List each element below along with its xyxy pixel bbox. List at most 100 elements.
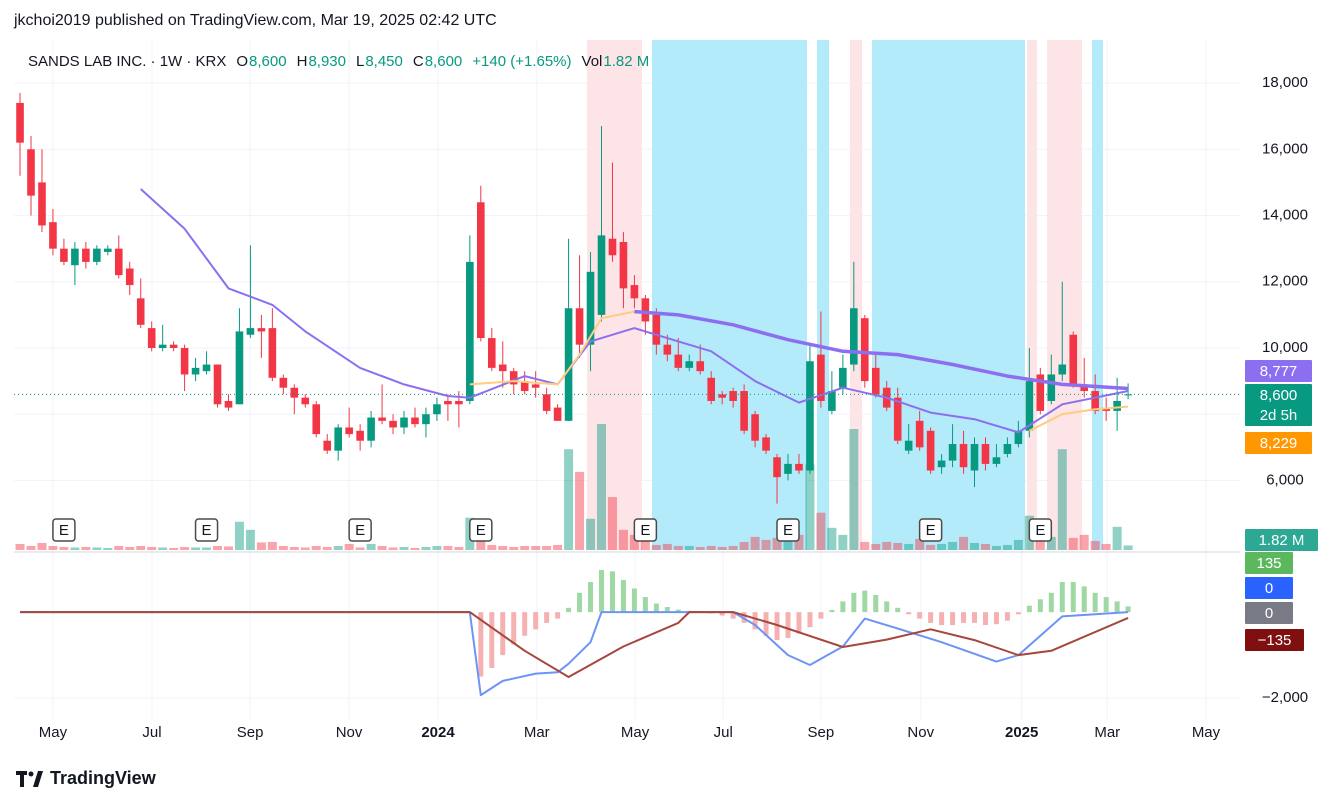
volume-bar <box>37 542 47 550</box>
candle-body <box>564 308 573 421</box>
volume-bar <box>388 547 398 550</box>
band <box>872 40 1025 550</box>
candle-body <box>784 463 792 474</box>
candle-body <box>1014 430 1023 445</box>
volume-bar <box>607 497 617 550</box>
volume-bar <box>267 541 277 550</box>
candle-body <box>455 400 463 405</box>
volume-bar <box>125 546 135 550</box>
histogram-bar <box>533 612 539 630</box>
candle-body <box>290 387 299 398</box>
candle-body <box>817 354 825 401</box>
histogram-bar <box>906 612 912 615</box>
candle-body <box>38 182 46 226</box>
earnings-label: E <box>59 522 69 539</box>
volume-bar <box>311 545 321 550</box>
macd-line <box>20 611 1129 697</box>
volume-bar <box>59 546 69 550</box>
volume-bar <box>739 541 749 550</box>
volume-bar <box>355 547 365 550</box>
volume-bar <box>377 545 387 550</box>
volume-bar <box>531 545 541 550</box>
volume-bar <box>629 534 639 550</box>
candle-body <box>992 457 1001 464</box>
band <box>1092 40 1103 550</box>
earnings-badge <box>776 518 800 542</box>
candle-body <box>575 308 584 345</box>
histogram-bar <box>1026 605 1032 613</box>
candle-body <box>334 427 342 451</box>
earnings-badge <box>1028 518 1053 542</box>
histogram-bar <box>917 612 923 619</box>
volume-bar <box>70 547 80 550</box>
price-label <box>1245 360 1312 382</box>
earnings-badge <box>52 518 76 542</box>
volume-bar <box>1046 536 1056 550</box>
x-tick-label: Jul <box>714 724 733 741</box>
x-tick-label: Nov <box>336 724 363 741</box>
volume-bar <box>180 546 190 550</box>
earnings-badge <box>633 518 658 542</box>
volume-bar <box>860 541 870 550</box>
volume-bar <box>1013 539 1023 550</box>
band <box>1047 40 1082 550</box>
histogram-bar <box>774 612 780 641</box>
volume-bar <box>761 539 771 550</box>
brand: TradingView <box>50 768 156 788</box>
candle-body <box>16 102 24 143</box>
candle-body <box>828 391 836 411</box>
candle-body <box>970 444 979 471</box>
candle-body <box>641 298 650 322</box>
volume-bar <box>651 544 661 550</box>
volume-bar <box>937 543 947 550</box>
earnings-label: E <box>476 522 486 539</box>
candle-body <box>959 444 968 468</box>
histogram-bar <box>785 612 791 638</box>
candle-body <box>718 394 726 398</box>
y-tick-label: 18,000 <box>1262 74 1308 91</box>
volume-bar <box>871 543 881 550</box>
x-tick-label: Sep <box>237 724 264 741</box>
y-tick-label: 10,000 <box>1262 339 1308 356</box>
histogram-bar <box>478 612 484 677</box>
signal-bands <box>587 40 1103 550</box>
volume-bar <box>136 545 146 550</box>
histogram-bar <box>719 612 725 616</box>
legend-item: Vol <box>581 53 603 70</box>
volume-bar <box>1002 544 1012 550</box>
volume-bar <box>15 543 25 550</box>
volume-bar <box>432 545 442 550</box>
volume-bar <box>1123 545 1133 550</box>
histogram-bar <box>961 612 967 623</box>
volume-bar <box>366 543 376 550</box>
candle-body <box>345 427 353 435</box>
y-tick-label: 12,000 <box>1262 273 1308 290</box>
candle-body <box>1113 400 1121 411</box>
candle-body <box>597 235 606 315</box>
histogram-bar <box>829 610 835 613</box>
histogram-bar <box>511 612 517 645</box>
histogram-bar <box>664 606 670 613</box>
volume-bar <box>1112 526 1122 550</box>
candle-body <box>389 420 397 428</box>
volume-bar <box>816 512 826 550</box>
volume-bar <box>564 449 574 550</box>
candle-body <box>729 391 737 401</box>
volume-bar <box>1057 449 1067 550</box>
candle-body <box>937 460 946 468</box>
volume-bar <box>948 541 958 550</box>
macd-label-text: 135 <box>1256 555 1281 572</box>
histogram-bar <box>730 612 736 619</box>
volume-bar <box>542 545 552 550</box>
volume-bar <box>794 534 804 550</box>
histogram-bar <box>500 612 506 656</box>
earnings-badge <box>918 518 943 542</box>
legend-item: 8,450 <box>365 53 403 70</box>
candle-body <box>301 397 310 405</box>
candle-body <box>422 414 430 425</box>
earnings-label: E <box>202 522 212 539</box>
candle-body <box>762 437 770 451</box>
histogram-bar <box>555 612 561 619</box>
histogram-bar <box>577 592 583 613</box>
x-tick-label: May <box>39 724 68 741</box>
